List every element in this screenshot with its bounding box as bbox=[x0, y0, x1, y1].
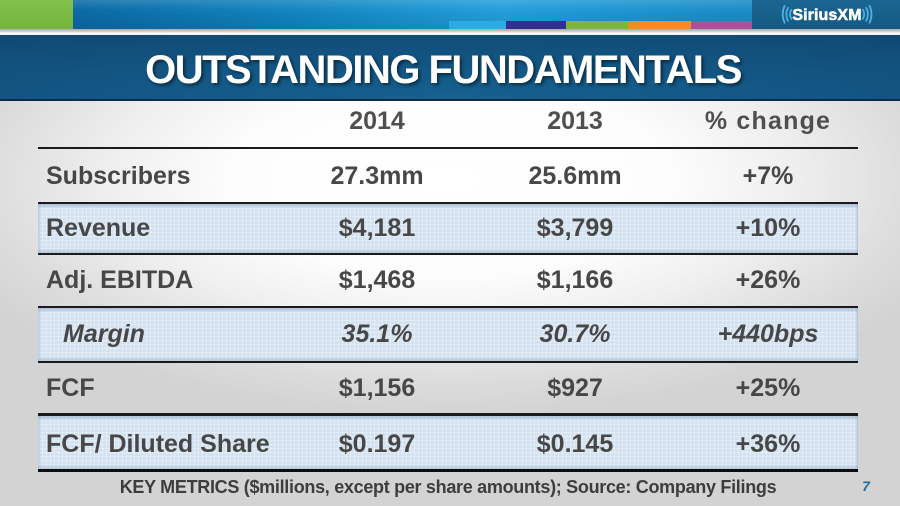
svg-text:SiriusXM: SiriusXM bbox=[792, 7, 861, 24]
